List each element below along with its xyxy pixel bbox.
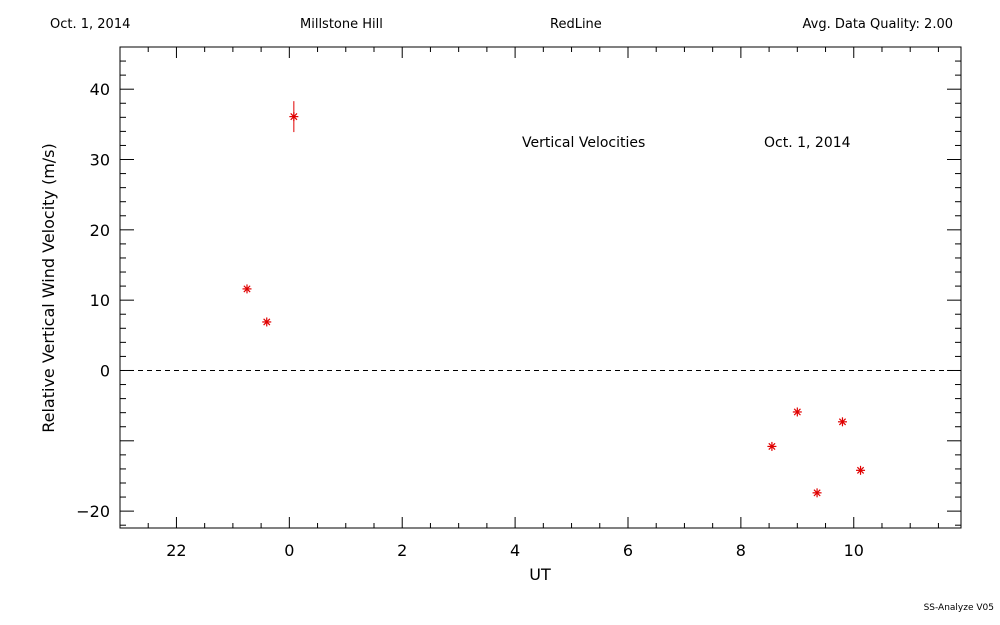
y-axis-label: Relative Vertical Wind Velocity (m/s): [39, 143, 58, 433]
x-tick-label: 0: [284, 541, 294, 560]
y-tick-label: 30: [90, 151, 110, 170]
data-point: [812, 488, 822, 498]
asterisk-stroke: [263, 318, 271, 326]
asterisk-stroke: [290, 113, 298, 121]
data-point: [792, 407, 802, 417]
header-quality: Avg. Data Quality: 2.00: [802, 17, 953, 32]
asterisk-stroke: [243, 285, 251, 293]
y-tick-label: 0: [100, 361, 110, 380]
asterisk-stroke: [838, 418, 847, 426]
header-line: RedLine: [550, 17, 602, 32]
y-tick-label: 10: [90, 291, 110, 310]
y-tick-label: 20: [90, 221, 110, 240]
x-tick-label: 8: [736, 541, 746, 560]
asterisk-stroke: [793, 408, 801, 416]
x-tick-label: 22: [166, 541, 186, 560]
annotation-date: Oct. 1, 2014: [764, 135, 851, 151]
x-tick-label: 6: [623, 541, 633, 560]
data-point: [767, 441, 777, 451]
header-date: Oct. 1, 2014: [50, 17, 131, 32]
data-point: [856, 465, 866, 475]
header-site: Millstone Hill: [300, 17, 383, 32]
data-point: [289, 112, 299, 122]
x-axis-label: UT: [529, 565, 551, 584]
annotation-title: Vertical Velocities: [522, 135, 645, 151]
asterisk-stroke: [856, 466, 865, 474]
asterisk-stroke: [813, 489, 821, 497]
plot-frame: [119, 46, 962, 529]
y-tick-label: −20: [76, 502, 110, 521]
y-tick-label: 40: [90, 80, 110, 99]
x-tick-label: 2: [397, 541, 407, 560]
asterisk-stroke: [768, 442, 776, 451]
data-point: [242, 284, 252, 294]
data-point: [262, 317, 272, 327]
x-tick-label: 4: [510, 541, 520, 560]
data-point: [837, 417, 847, 427]
footer-version: SS-Analyze V05: [923, 603, 994, 613]
x-tick-label: 10: [844, 541, 864, 560]
